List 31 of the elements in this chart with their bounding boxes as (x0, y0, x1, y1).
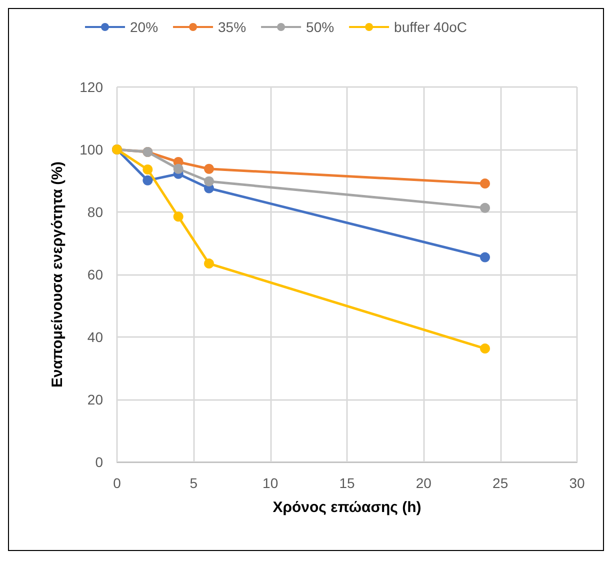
legend-label: buffer 40oC (394, 19, 467, 35)
y-tick-label: 120 (80, 79, 104, 95)
x-tick-label: 0 (113, 475, 122, 491)
x-tick-label: 15 (339, 475, 355, 491)
point (142, 175, 153, 186)
point (142, 164, 153, 174)
x-tick-label: 30 (569, 475, 585, 491)
point (173, 212, 184, 222)
x-tick-label: 20 (416, 475, 432, 491)
x-axis-title: Χρόνος επώασης (h) (272, 499, 422, 516)
legend-label: 50% (306, 19, 334, 35)
point (480, 344, 490, 354)
legend-label: 20% (130, 19, 158, 35)
point (204, 176, 214, 186)
point (480, 252, 490, 262)
x-tick-label: 5 (190, 475, 198, 491)
y-tick-label: 80 (87, 204, 104, 220)
y-tick-label: 0 (95, 454, 104, 470)
y-tick-label: 100 (80, 142, 104, 158)
y-tick-label: 40 (87, 329, 104, 345)
x-tick-label: 25 (492, 475, 508, 491)
y-axis-title: Εναπομείνουσα ενεργότητα (%) (49, 162, 66, 388)
point (204, 258, 214, 269)
y-tick-label: 20 (87, 392, 104, 408)
x-tick-label: 10 (262, 475, 278, 491)
point (480, 178, 490, 189)
point (480, 202, 490, 213)
legend-label: 35% (218, 19, 246, 35)
y-tick-label: 60 (87, 266, 104, 282)
point (204, 164, 214, 174)
point (173, 164, 184, 174)
